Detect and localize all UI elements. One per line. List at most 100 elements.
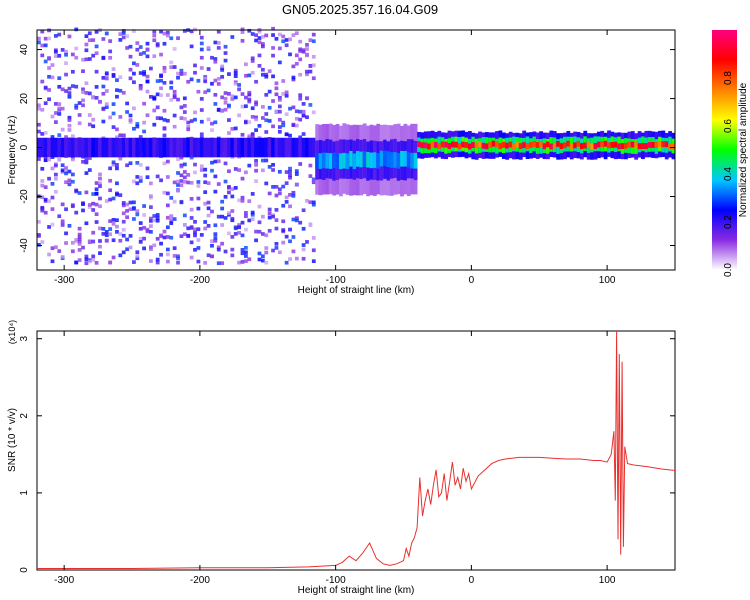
heatmap-cell [213, 120, 218, 125]
heatmap-cell [135, 63, 140, 67]
heatmap-cell [227, 211, 231, 215]
heatmap-cell [454, 141, 459, 148]
heatmap-cell [233, 167, 238, 171]
heatmap-cell [651, 142, 656, 148]
heatmap-cell [40, 132, 45, 136]
heatmap-cell [199, 55, 204, 60]
heatmap-cell [240, 248, 245, 252]
heatmap-cell [203, 167, 208, 172]
heatmap-cell [142, 70, 146, 74]
heatmap-cell [196, 196, 201, 201]
heatmap-cell [254, 162, 258, 167]
heatmap-cell [148, 247, 153, 251]
heatmap-cell [481, 142, 486, 149]
heatmap-cell [155, 105, 160, 110]
heatmap-cell [98, 226, 102, 231]
heatmap-cell [250, 212, 255, 217]
heatmap-cell [271, 99, 275, 103]
heatmap-cell [148, 205, 153, 209]
heatmap-cell [305, 198, 309, 203]
heatmap-cell [223, 194, 228, 199]
heatmap-cell [145, 229, 150, 234]
heatmap-cell [57, 249, 62, 253]
heatmap-cell [199, 164, 204, 169]
heatmap-cell [87, 113, 92, 117]
heatmap-cell [84, 42, 89, 47]
heatmap-cell [281, 123, 286, 128]
heatmap-cell [294, 61, 299, 66]
heatmap-cell [267, 89, 272, 94]
heatmap-cell [240, 260, 245, 264]
heatmap-cell [84, 257, 89, 262]
heatmap-cell [155, 257, 160, 262]
heatmap-cell [162, 41, 167, 46]
heatmap-cell [264, 33, 269, 38]
heatmap-cell [189, 155, 194, 160]
heatmap-cell [274, 86, 279, 91]
heatmap-cell [67, 223, 72, 228]
heatmap-cell [115, 230, 119, 234]
heatmap-cell [108, 232, 113, 237]
heatmap-cell [223, 107, 228, 112]
heatmap-cell [172, 89, 177, 94]
heatmap-cell [159, 116, 163, 121]
heatmap-cell [281, 137, 286, 158]
heatmap-cell [240, 30, 245, 34]
heatmap-cell [162, 133, 167, 138]
heatmap-cell [169, 215, 174, 220]
heatmap-cell [260, 214, 265, 219]
heatmap-cell [189, 226, 194, 230]
heatmap-cell [203, 226, 208, 231]
heatmap-cell [193, 219, 197, 224]
heatmap-cell [277, 95, 282, 100]
heatmap-cell [115, 135, 119, 140]
heatmap-cell [47, 97, 51, 102]
heatmap-cell [244, 95, 248, 100]
heatmap-cell [271, 214, 275, 219]
heatmap-cell [230, 253, 235, 258]
heatmap-cell [288, 52, 292, 57]
heatmap-cell [101, 119, 106, 124]
heatmap-cell [661, 141, 666, 148]
heatmap-cell [169, 60, 174, 65]
heatmap-cell [81, 90, 85, 94]
heatmap-cell [47, 88, 51, 92]
heatmap-cell [176, 157, 180, 162]
heatmap-cell [162, 137, 167, 158]
heatmap-cell [125, 137, 130, 158]
heatmap-cell [81, 201, 85, 206]
heatmap-cell [182, 162, 187, 167]
heatmap-cell [294, 256, 299, 261]
heatmap-cell [145, 166, 150, 171]
heatmap-cell [165, 30, 170, 35]
heatmap-cell [277, 125, 282, 129]
heatmap-cell [40, 79, 45, 84]
heatmap-cell [213, 102, 218, 106]
heatmap-cell [165, 259, 170, 264]
heatmap-cell [132, 29, 136, 33]
heatmap-cell [196, 184, 201, 188]
heatmap-cell [172, 113, 177, 118]
heatmap-cell [206, 88, 211, 93]
heatmap-cell [305, 137, 309, 158]
heatmap-cell [111, 162, 116, 167]
heatmap-cell [566, 140, 571, 147]
heatmap-cell [152, 137, 157, 158]
heatmap-cell [210, 121, 214, 126]
heatmap-cell [291, 137, 296, 158]
heatmap-cell [227, 103, 231, 108]
heatmap-cell [115, 78, 119, 82]
heatmap-cell [115, 218, 119, 223]
heatmap-cell [386, 151, 391, 168]
heatmap-cell [98, 99, 102, 104]
heatmap-cell [189, 197, 194, 201]
heatmap-cell [603, 140, 608, 147]
heatmap-cell [128, 200, 133, 205]
heatmap-cell [57, 102, 62, 106]
heatmap-cell [223, 91, 228, 95]
heatmap-cell [213, 238, 218, 243]
heatmap-cell [216, 107, 221, 112]
heatmap-cell [641, 143, 645, 150]
heatmap-cell [196, 246, 201, 250]
heatmap-cell [196, 180, 201, 184]
